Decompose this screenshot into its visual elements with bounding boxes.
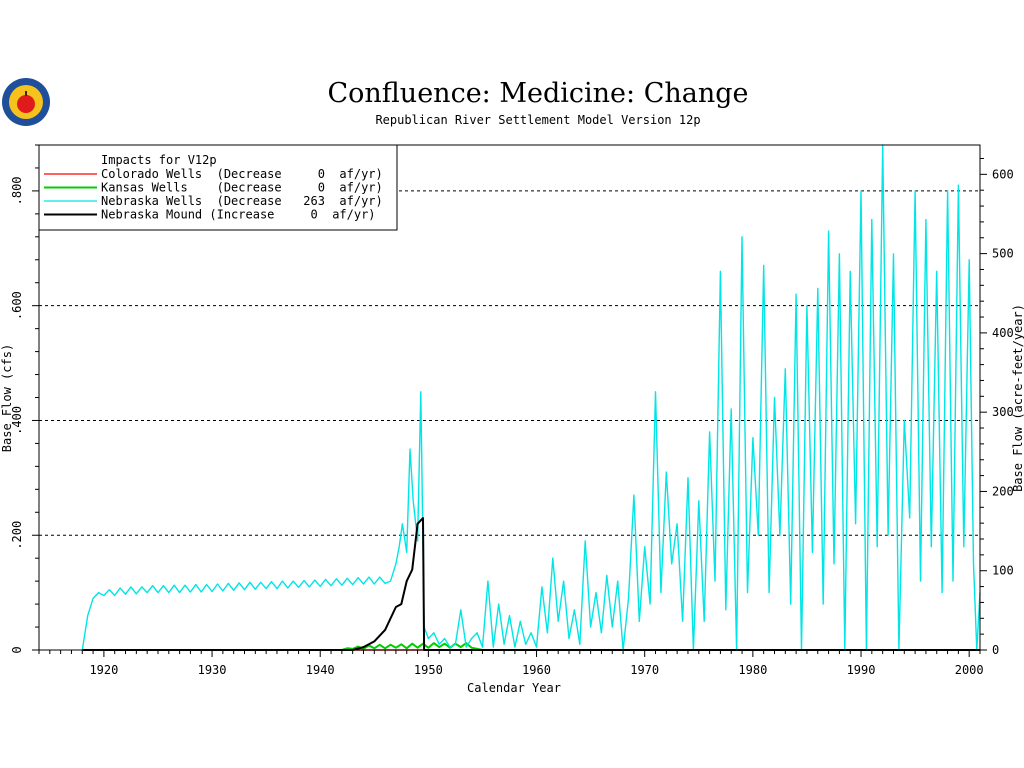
y-tick-label: 0 — [10, 646, 24, 653]
y-right-tick-label: 200 — [992, 484, 1014, 498]
x-tick-label: 1970 — [630, 663, 659, 677]
legend-entry: Nebraska Wells (Decrease 263 af/yr) — [101, 194, 383, 208]
series-line-nebraska-wells — [81, 144, 981, 651]
x-axis: 1920 1930 1940 1950 1960 1970 1980 1990 2000 — [38, 650, 984, 677]
legend-entries: Colorado Wells (Decrease 0 af/yr)Kansas … — [44, 167, 383, 222]
y-axis-right-label: Base Flow (acre-feet/year) — [1011, 304, 1024, 492]
x-tick-label: 1980 — [738, 663, 767, 677]
y-tick-label: .400 — [10, 406, 24, 435]
y-axis-left: 0 .200 .400 .600 .800 — [10, 144, 39, 654]
legend: Impacts for V12p Colorado Wells (Decreas… — [38, 144, 398, 231]
chart-title: Confluence: Medicine: Change — [328, 78, 749, 109]
x-tick-label: 1920 — [89, 663, 118, 677]
legend-box — [38, 144, 398, 231]
x-tick-label: 1960 — [522, 663, 551, 677]
legend-title: Impacts for V12p — [101, 153, 217, 167]
y-right-tick-label: 400 — [992, 326, 1014, 340]
series-line-nebraska-mound — [82, 517, 980, 651]
y-tick-label: .200 — [10, 521, 24, 550]
y-right-tick-label: 500 — [992, 247, 1014, 261]
legend-entry: Kansas Wells (Decrease 0 af/yr) — [101, 181, 383, 195]
series-line-kansas-wells — [341, 642, 980, 651]
x-tick-label: 1950 — [414, 663, 443, 677]
legend-entry: Colorado Wells (Decrease 0 af/yr) — [101, 167, 383, 181]
y-tick-label: .600 — [10, 291, 24, 320]
y-right-tick-label: 300 — [992, 405, 1014, 419]
y-right-tick-label: 600 — [992, 167, 1014, 181]
y-tick-label: .800 — [10, 176, 24, 205]
x-tick-label: 1940 — [306, 663, 335, 677]
x-axis-label: Calendar Year — [467, 681, 561, 695]
x-tick-label: 1930 — [198, 663, 227, 677]
x-tick-label: 1990 — [847, 663, 876, 677]
y-right-tick-label: 0 — [992, 643, 999, 657]
legend-entry: Nebraska Mound (Increase 0 af/yr) — [101, 208, 376, 222]
y-axis-right: 0 100 200 300 400 500 600 — [980, 157, 1014, 657]
apple-seal-icon — [2, 78, 50, 126]
logo-apple-stem — [25, 91, 27, 96]
grid-lines — [39, 190, 980, 536]
y-right-tick-label: 100 — [992, 564, 1014, 578]
logo-apple — [17, 95, 35, 113]
x-tick-label: 2000 — [955, 663, 984, 677]
y-axis-left-label: Base Flow (cfs) — [0, 344, 14, 452]
chart-subtitle: Republican River Settlement Model Versio… — [375, 113, 700, 127]
